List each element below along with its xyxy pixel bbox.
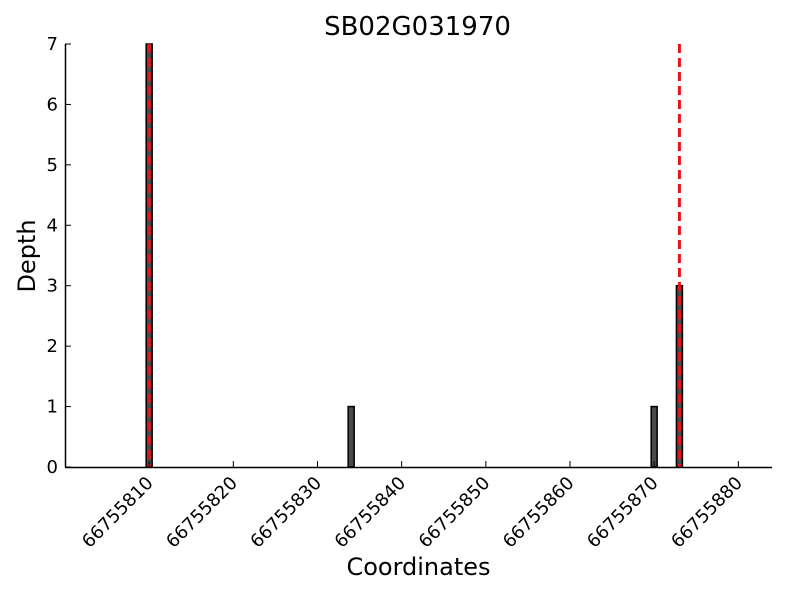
y-tick-label: 5 xyxy=(47,155,58,176)
x-axis-label: Coordinates xyxy=(346,553,491,581)
x-tick-label: 66755820 xyxy=(162,473,242,553)
y-tick-label: 3 xyxy=(47,276,58,297)
bar-2 xyxy=(650,405,658,468)
bars-layer xyxy=(145,43,684,468)
chart-title: SB02G031970 xyxy=(324,12,511,42)
x-tick-label: 66755830 xyxy=(246,473,326,553)
y-tick-label: 4 xyxy=(47,215,58,236)
y-tick-label: 6 xyxy=(47,94,58,115)
x-tick-label: 66755810 xyxy=(78,473,158,553)
x-tick-label: 66755860 xyxy=(499,473,579,553)
reference-lines-layer xyxy=(147,44,681,467)
y-tick-label: 7 xyxy=(47,34,58,55)
axes-layer xyxy=(64,44,772,469)
x-tick-label: 66755840 xyxy=(331,473,411,553)
x-tick-label: 66755880 xyxy=(667,473,747,553)
y-axis-label: Depth xyxy=(13,219,41,293)
x-ticks-layer: 66755810 66755820 66755830 66755840 66755850… xyxy=(78,461,747,552)
y-tick-label: 1 xyxy=(47,397,58,418)
bar-1 xyxy=(347,405,355,468)
y-tick-label: 0 xyxy=(47,457,58,478)
x-tick-label: 66755850 xyxy=(415,473,495,553)
y-ticks-layer: 0 1 2 3 4 5 6 7 xyxy=(47,34,71,478)
y-tick-label: 2 xyxy=(47,336,58,357)
x-tick-label: 66755870 xyxy=(583,473,663,553)
